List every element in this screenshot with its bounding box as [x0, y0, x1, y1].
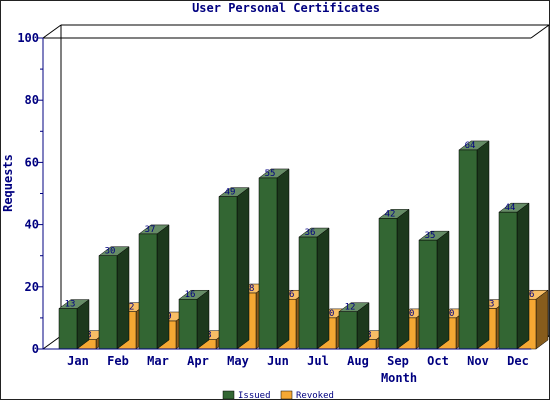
- bar-value-label: 13: [65, 300, 76, 310]
- bar-value-label: 37: [145, 225, 156, 235]
- x-tick-label: Oct: [427, 354, 449, 368]
- bar-issued-sep: 42: [378, 208, 410, 350]
- bar-front: [58, 308, 78, 350]
- x-tick-label: Mar: [147, 354, 169, 368]
- bar-side: [316, 227, 330, 350]
- x-tick-label: Jan: [67, 354, 89, 368]
- bar-side: [236, 187, 250, 350]
- bar-issued-dec: 44: [498, 202, 530, 350]
- bar-front: [138, 233, 158, 350]
- bar-value-label: 44: [505, 203, 516, 213]
- bar-value-label: 55: [265, 169, 276, 179]
- x-tick-label: Jun: [267, 354, 289, 368]
- frame-top-right-depth: [530, 24, 550, 39]
- bar-value-label: 35: [425, 231, 436, 241]
- y-tick-label: 40: [25, 218, 39, 232]
- bar-issued-oct: 35: [418, 230, 450, 350]
- bar-value-label: 64: [465, 141, 476, 151]
- legend-swatch: [222, 390, 235, 400]
- bar-value-label: 30: [105, 247, 116, 257]
- frame-top-left-depth: [42, 24, 62, 39]
- x-axis-title: Month: [381, 371, 417, 385]
- frame-bottom-left-depth: [42, 335, 62, 350]
- legend-label: Issued: [238, 391, 271, 399]
- bar-front: [98, 255, 118, 350]
- bar-issued-nov: 64: [458, 140, 490, 350]
- bar-side: [436, 230, 450, 350]
- x-tick-label: Feb: [107, 354, 129, 368]
- bar-issued-apr: 16: [178, 289, 210, 350]
- x-axis: Jan Feb Mar Apr May Jun Jul Aug Sep Oct Nov Dec: [43, 348, 531, 368]
- y-tick-label: 100: [17, 31, 39, 45]
- x-tick-label: May: [227, 354, 249, 368]
- bar-front: [378, 218, 398, 350]
- bar-front: [218, 196, 238, 350]
- x-tick-label: Dec: [507, 354, 529, 368]
- bar-issued-jun: 55: [258, 168, 290, 350]
- bar-value-label: 42: [385, 209, 396, 219]
- bar-issued-may: 49: [218, 187, 250, 350]
- bar-front: [338, 311, 358, 350]
- bar-front: [418, 239, 438, 350]
- bar-side: [116, 246, 130, 350]
- legend: Issued Revoked: [222, 390, 334, 401]
- bar-side: [476, 140, 490, 350]
- bar-issued-jul: 36: [298, 227, 330, 350]
- bar-side: [516, 202, 530, 350]
- bar-series-group: 3131230937316184916551036312104210351364…: [58, 140, 549, 350]
- bar-side: [535, 289, 549, 350]
- bar-value-label: 12: [345, 303, 356, 313]
- y-tick-label: 60: [25, 155, 39, 169]
- x-tick-label: Nov: [467, 354, 489, 368]
- bar-side: [396, 208, 410, 350]
- bar-front: [458, 149, 478, 350]
- y-axis-title: Requests: [1, 154, 15, 212]
- bar-front: [258, 177, 278, 350]
- y-tick-label: 0: [32, 342, 39, 356]
- bar-side: [276, 168, 290, 350]
- bar-front: [298, 236, 318, 350]
- y-tick-label: 20: [25, 280, 39, 294]
- bar-value-label: 36: [305, 228, 316, 238]
- x-tick-label: Apr: [187, 354, 209, 368]
- bar-issued-aug: 12: [338, 302, 370, 350]
- chart-title: User Personal Certificates: [192, 1, 380, 15]
- x-tick-label: Aug: [347, 354, 369, 368]
- bar-side: [196, 289, 210, 350]
- bar-issued-mar: 37: [138, 224, 170, 350]
- legend-swatch: [280, 390, 293, 400]
- bar-side: [156, 224, 170, 350]
- x-tick-label: Jul: [307, 354, 329, 368]
- bar-issued-jan: 13: [58, 299, 90, 350]
- bar-front: [498, 211, 518, 350]
- y-axis: 0 20 40 60 80 100: [17, 31, 44, 356]
- legend-label: Revoked: [296, 391, 334, 399]
- bar-value-label: 16: [185, 290, 196, 300]
- y-tick-label: 80: [25, 93, 39, 107]
- bar-issued-feb: 30: [98, 246, 130, 350]
- bar-front: [178, 298, 198, 350]
- bar-value-label: 49: [225, 188, 236, 198]
- x-tick-label: Sep: [387, 354, 409, 368]
